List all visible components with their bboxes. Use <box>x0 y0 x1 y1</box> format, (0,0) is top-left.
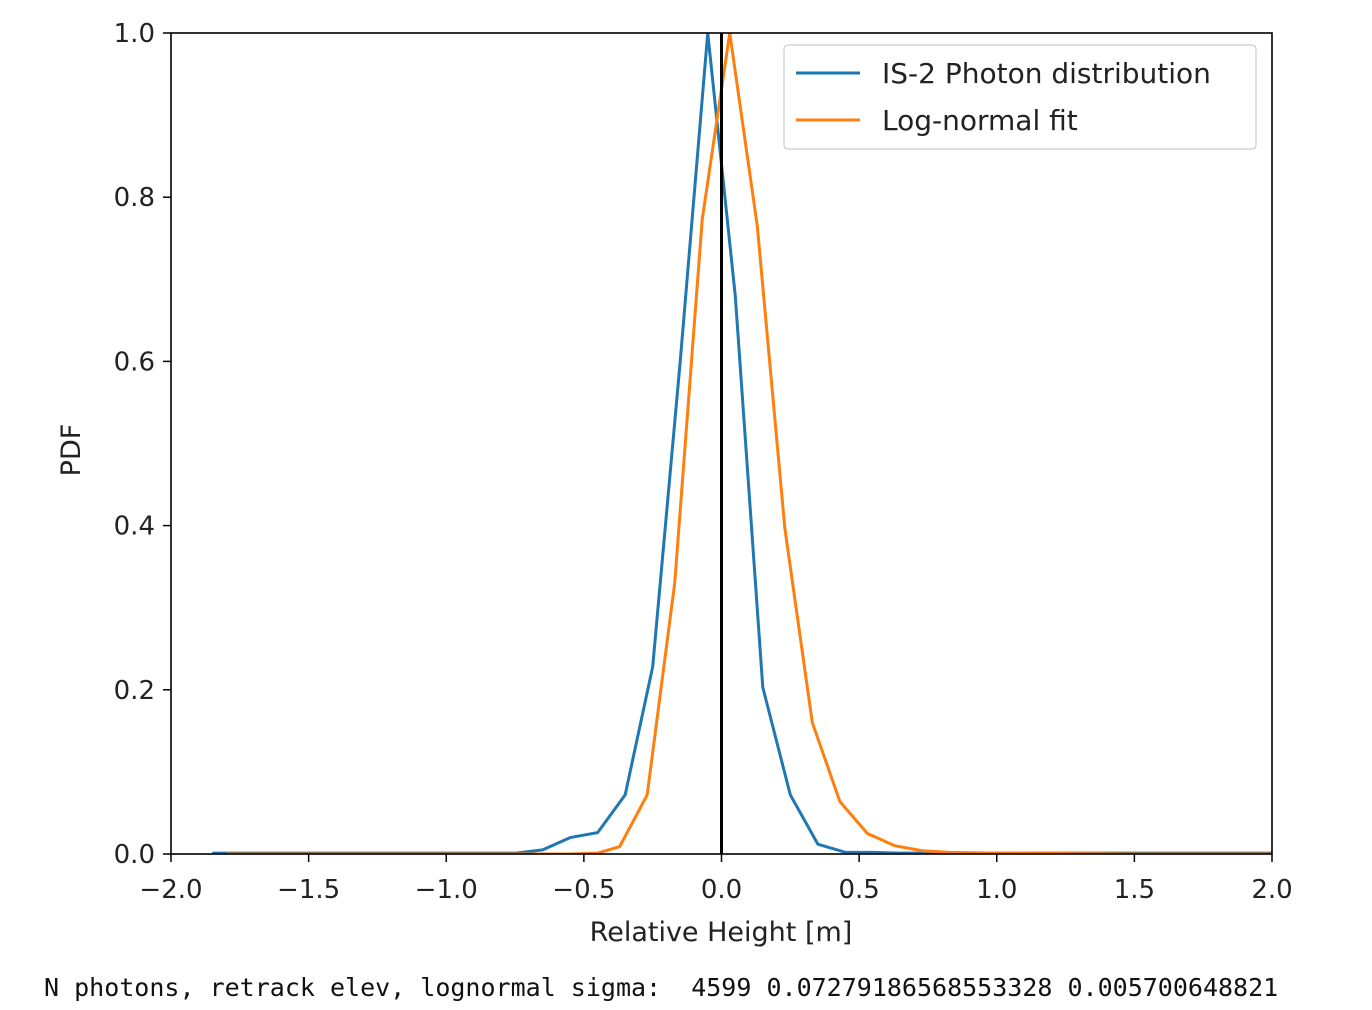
x-tick-label: −1.5 <box>277 875 340 905</box>
legend-label-lognormal: Log-normal fit <box>882 104 1078 137</box>
y-tick-label: 0.2 <box>114 676 155 706</box>
y-tick-label: 0.0 <box>114 840 155 870</box>
x-tick-label: −2.0 <box>139 875 202 905</box>
x-tick-label: −0.5 <box>552 875 615 905</box>
x-axis-label: Relative Height [m] <box>590 917 853 948</box>
y-tick-label: 0.4 <box>114 512 155 542</box>
x-tick-label: −1.0 <box>415 875 478 905</box>
cell-output-text: N photons, retrack elev, lognormal sigma… <box>44 973 1279 1002</box>
y-axis-label: PDF <box>56 424 87 477</box>
series-line-is2-photon <box>212 33 1272 854</box>
x-tick-label: 0.0 <box>701 875 742 905</box>
legend-box <box>783 44 1257 150</box>
y-tick-label: 0.8 <box>114 183 155 213</box>
legend: IS-2 Photon distribution Log-normal fit <box>783 44 1257 150</box>
series-line-lognormal-fit <box>226 33 1272 854</box>
y-tick-label: 1.0 <box>114 19 155 49</box>
x-tick-label: 2.0 <box>1251 875 1292 905</box>
y-tick-label: 0.6 <box>114 347 155 377</box>
pdf-chart: −2.0 −1.5 −1.0 −0.5 0.0 0.5 1.0 1.5 2.0 0.0 0.2 0.… <box>56 19 1293 948</box>
x-tick-label: 1.5 <box>1114 875 1155 905</box>
x-tick-label: 1.0 <box>976 875 1017 905</box>
x-tick-label: 0.5 <box>838 875 879 905</box>
legend-label-is2: IS-2 Photon distribution <box>882 57 1211 90</box>
